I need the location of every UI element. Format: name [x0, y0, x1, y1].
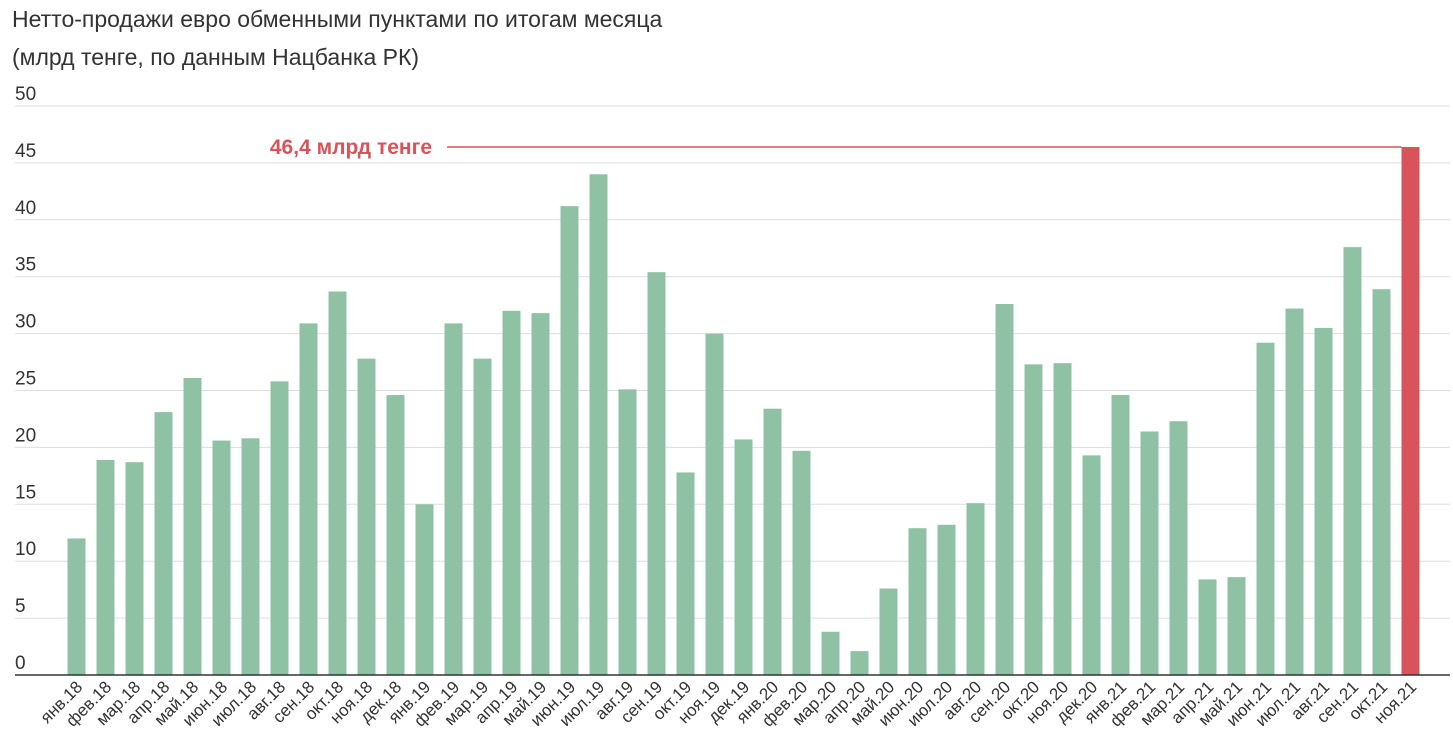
bar — [966, 503, 985, 675]
bar — [241, 438, 260, 675]
y-tick-label: 10 — [15, 539, 36, 560]
y-tick-label: 25 — [15, 369, 36, 390]
annotation-group: 46,4 млрд тенге — [270, 136, 1402, 159]
grid-lines — [15, 105, 1450, 619]
bar — [1111, 395, 1130, 675]
chart-subtitle: (млрд тенге, по данным Нацбанка РК) — [12, 44, 420, 70]
bar — [531, 313, 550, 675]
bar — [415, 504, 434, 675]
bar — [1198, 579, 1217, 675]
bar — [937, 524, 956, 675]
bar — [589, 174, 608, 675]
bar — [67, 538, 86, 675]
bar-highlighted — [1401, 146, 1420, 675]
bar — [1256, 342, 1275, 675]
bar — [705, 333, 724, 675]
bar — [1140, 431, 1159, 675]
bar — [560, 206, 579, 676]
chart-title: Нетто-продажи евро обменными пунктами по… — [12, 6, 663, 32]
bar — [386, 395, 405, 675]
bar — [502, 310, 521, 675]
y-tick-label: 0 — [15, 653, 26, 674]
bar — [183, 377, 202, 675]
y-axis-ticks: 0 5 10 15 20 25 30 35 40 45 50 — [15, 84, 36, 674]
bar — [1285, 308, 1304, 675]
bar — [299, 323, 318, 675]
bar — [1343, 247, 1362, 675]
bar — [647, 272, 666, 675]
y-tick-label: 15 — [15, 482, 36, 503]
bar — [676, 472, 695, 675]
y-tick-label: 35 — [15, 255, 36, 276]
bar — [270, 381, 289, 675]
y-tick-label: 30 — [15, 312, 36, 333]
bar — [879, 588, 898, 675]
bar — [357, 358, 376, 675]
bar — [1024, 364, 1043, 675]
y-tick-label: 5 — [15, 596, 26, 617]
y-tick-label: 45 — [15, 141, 36, 162]
bars — [15, 146, 1450, 676]
bar — [96, 459, 115, 675]
bar — [154, 412, 173, 675]
bar — [125, 462, 144, 675]
bar — [763, 408, 782, 675]
bar — [1082, 455, 1101, 675]
bar — [1169, 421, 1188, 675]
bar — [821, 631, 840, 675]
y-tick-label: 50 — [15, 84, 36, 105]
bar — [1314, 327, 1333, 675]
bar — [473, 358, 492, 675]
bar — [908, 528, 927, 675]
bar — [995, 304, 1014, 675]
bar — [212, 440, 231, 675]
bar — [1227, 577, 1246, 675]
bar — [328, 291, 347, 675]
bar — [444, 323, 463, 675]
bar — [792, 450, 811, 675]
bar — [1053, 363, 1072, 675]
annotation-label: 46,4 млрд тенге — [270, 136, 432, 159]
y-tick-label: 20 — [15, 425, 36, 446]
x-axis-ticks: янв.18фев.18мар.18апр.18май.18июн.18июл.… — [37, 677, 1421, 730]
bar — [734, 439, 753, 675]
y-tick-label: 40 — [15, 198, 36, 219]
bar — [618, 389, 637, 675]
bar — [1372, 289, 1391, 675]
bar — [850, 651, 869, 675]
